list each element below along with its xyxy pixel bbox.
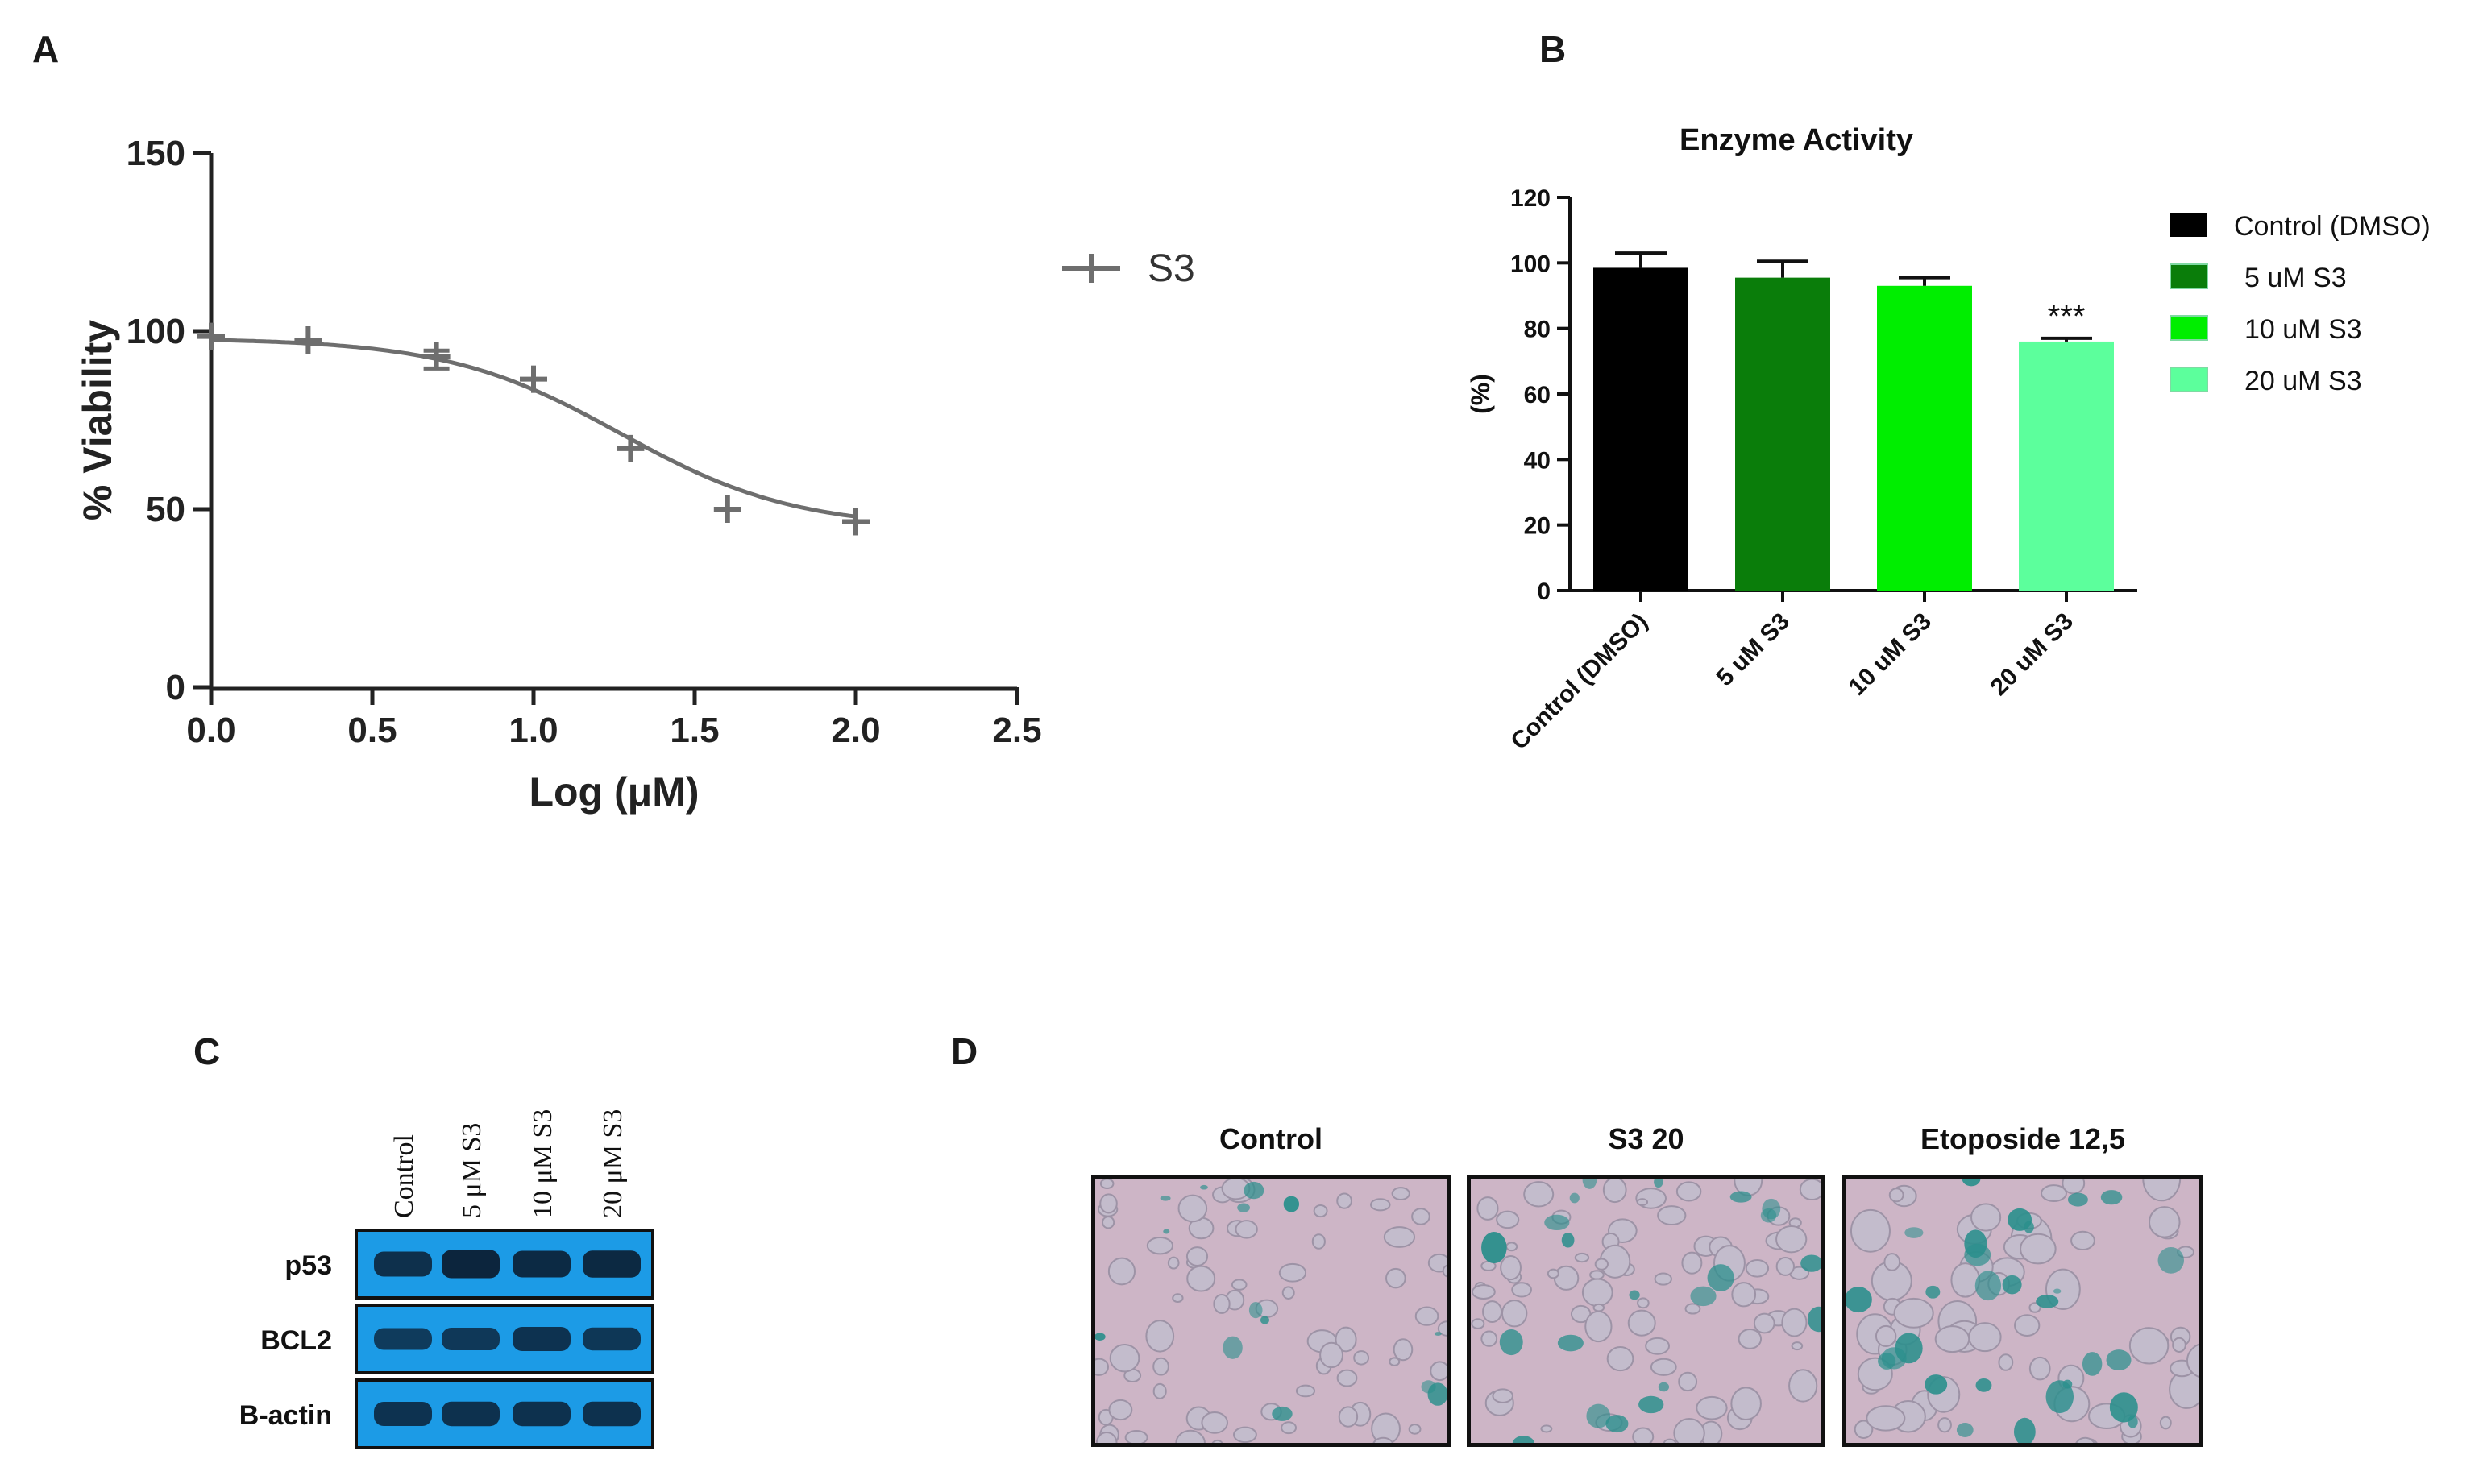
significance-annotation: ***	[2048, 299, 2086, 334]
y-tick-label: 100	[127, 312, 185, 351]
micrograph-1	[1091, 1175, 1451, 1447]
data-point-s3	[842, 508, 870, 536]
data-point-s3	[294, 326, 322, 354]
blot-row-bcl2	[355, 1304, 654, 1374]
panel-letter-a: A	[32, 28, 60, 70]
band	[583, 1250, 641, 1278]
band	[513, 1327, 571, 1351]
bar	[1877, 285, 1972, 591]
panel-letter-c: C	[193, 1030, 221, 1072]
blot-row-label: B-actin	[239, 1400, 332, 1431]
legend-swatch	[2170, 263, 2208, 289]
band	[374, 1402, 432, 1426]
legend-swatch	[2170, 315, 2208, 341]
legend-label: 10 uM S3	[2244, 314, 2362, 345]
data-point-s3	[617, 434, 645, 462]
blot-row-label: BCL2	[260, 1325, 332, 1356]
legend-item: Control (DMSO)	[2170, 211, 2431, 242]
x-axis-label: Log (μM)	[529, 769, 699, 815]
legend-s3: S3	[1062, 247, 1195, 290]
band	[374, 1251, 432, 1277]
lane-label: Control	[389, 1134, 419, 1218]
band	[442, 1250, 500, 1279]
bar	[2019, 341, 2114, 591]
legend-item: 5 uM S3	[2170, 263, 2347, 293]
legend-label: 20 uM S3	[2244, 366, 2362, 396]
legend-swatch	[2170, 367, 2208, 392]
lane-label: 5 μM S3	[457, 1123, 487, 1218]
y-tick-label: 60	[1524, 382, 1551, 408]
panel-letter-d: D	[951, 1030, 978, 1072]
micrograph-label: S3 20	[1608, 1122, 1684, 1155]
data-point-s3	[520, 365, 547, 393]
x-tick-label: 0.5	[347, 711, 397, 750]
y-axis-label: (%)	[1466, 374, 1495, 414]
lane-label: 10 μM S3	[528, 1109, 558, 1218]
band	[513, 1250, 571, 1278]
bar	[1735, 277, 1830, 591]
legend-item: 20 uM S3	[2170, 366, 2362, 396]
panel-letter-b: B	[1539, 28, 1567, 70]
micrograph-label: Etoposide 12,5	[1920, 1122, 2125, 1155]
lane-label: 20 μM S3	[598, 1109, 628, 1218]
y-tick-label: 120	[1510, 185, 1551, 212]
y-tick-label: 0	[166, 668, 185, 707]
x-tick-label: 2.5	[992, 711, 1041, 750]
y-tick-label: 150	[127, 134, 185, 173]
y-tick-label: 100	[1510, 251, 1551, 277]
micrograph-label: Control	[1219, 1122, 1322, 1155]
y-tick-label: 80	[1524, 317, 1551, 343]
y-axis-label: % Viability	[75, 320, 120, 520]
band	[442, 1328, 500, 1350]
legend-item: 10 uM S3	[2170, 314, 2362, 345]
bar	[1593, 267, 1688, 591]
legend-label: 5 uM S3	[2244, 263, 2347, 293]
blot-row-b-actin	[355, 1378, 654, 1449]
x-tick-label: 1.0	[509, 711, 558, 750]
legend-swatch	[2170, 213, 2207, 237]
legend-label: Control (DMSO)	[2234, 211, 2431, 242]
data-point-s3	[197, 322, 225, 350]
blot-row-label: p53	[284, 1250, 332, 1281]
data-point-s3	[422, 342, 451, 370]
band	[583, 1327, 641, 1351]
legend-label: S3	[1148, 247, 1195, 290]
x-tick-label: 0.0	[186, 711, 235, 750]
x-tick-label: 2.0	[831, 711, 880, 750]
y-tick-label: 40	[1524, 447, 1551, 474]
band	[442, 1401, 500, 1427]
x-tick-label: 1.5	[670, 711, 719, 750]
blot-row-p53	[355, 1229, 654, 1300]
y-tick-label: 0	[1537, 578, 1551, 605]
y-tick-label: 50	[146, 490, 185, 529]
micrograph-2	[1467, 1175, 1825, 1447]
band	[583, 1401, 641, 1427]
band	[374, 1328, 432, 1350]
y-tick-label: 20	[1524, 513, 1551, 540]
band	[513, 1401, 571, 1427]
chart-title: Enzyme Activity	[1680, 123, 1913, 157]
data-point-s3	[713, 495, 741, 523]
micrograph-3	[1842, 1175, 2203, 1447]
